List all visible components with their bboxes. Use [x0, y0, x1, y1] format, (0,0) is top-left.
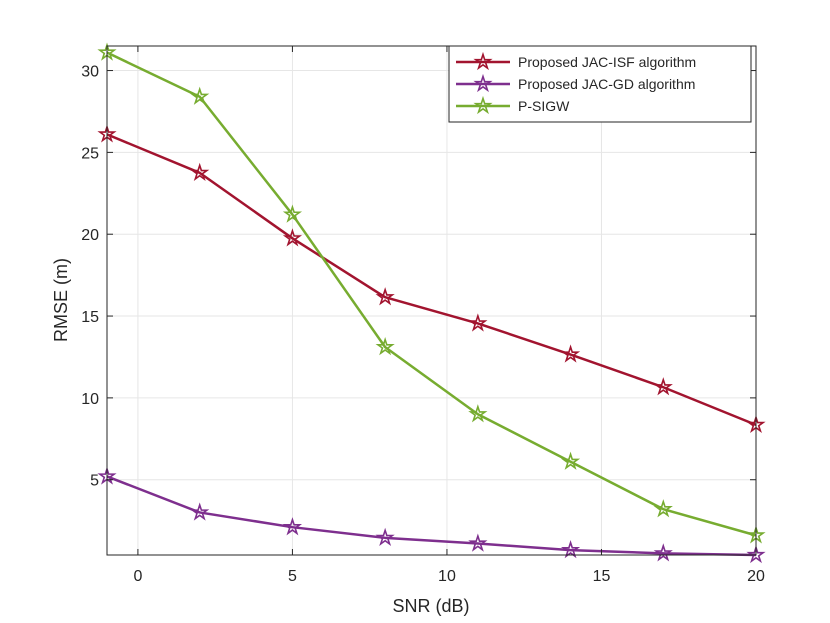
series-1-marker	[190, 162, 210, 182]
series-2-marker	[746, 544, 766, 564]
x-tick-label: 5	[288, 568, 297, 585]
y-axis-title: RMSE (m)	[51, 258, 71, 342]
series-1-marker	[653, 377, 673, 396]
legend-item-1: Proposed JAC-ISF algorithm	[456, 51, 696, 71]
series-3-line	[106, 51, 757, 537]
series-2-line	[106, 475, 757, 557]
series-1-marker	[375, 287, 395, 306]
y-tick-label: 5	[90, 473, 99, 490]
y-tick-label: 20	[81, 227, 99, 244]
series-1-line	[106, 133, 757, 427]
x-tick-label: 10	[438, 568, 456, 585]
y-tick-label: 15	[81, 309, 99, 326]
series-2-marker	[653, 543, 673, 562]
legend-item-3-label: P-SIGW	[518, 98, 570, 114]
series-1-marker	[560, 344, 581, 363]
series-1-marker	[468, 313, 488, 332]
legend-item-1-label: Proposed JAC-ISF algorithm	[518, 54, 696, 70]
series-2-marker	[468, 533, 488, 552]
x-tick-label: 15	[593, 568, 611, 585]
series-2-marker	[560, 540, 581, 559]
legend-item-2-label: Proposed JAC-GD algorithm	[518, 76, 695, 92]
series-3-marker	[375, 337, 395, 356]
series-3-marker	[282, 204, 303, 223]
x-tick-label: 0	[133, 568, 142, 585]
legend-item-2-marker	[473, 73, 493, 93]
series-3-marker	[468, 404, 488, 423]
plot-area-background	[107, 46, 756, 555]
series-3-marker	[653, 499, 673, 518]
axis-ticks: 0 5 10 15 20 5 10 15 20 25 30	[81, 46, 765, 585]
series-3-marker	[190, 86, 210, 105]
legend-item-3: P-SIGW	[456, 95, 570, 115]
series-2-marker	[282, 517, 303, 536]
y-tick-label: 25	[81, 145, 99, 162]
legend-item-3-marker	[473, 95, 493, 115]
series-2-marker	[190, 502, 210, 521]
x-tick-label: 20	[747, 568, 765, 585]
series-2-marker	[375, 527, 395, 546]
x-axis-title: SNR (dB)	[392, 596, 469, 616]
legend: Proposed JAC-ISF algorithm Proposed JAC-G…	[448, 45, 752, 123]
series-3-marker	[560, 451, 581, 470]
series-1	[97, 124, 766, 434]
y-tick-label: 30	[81, 64, 99, 81]
series-1-marker	[282, 228, 303, 247]
legend-item-2: Proposed JAC-GD algorithm	[456, 73, 695, 93]
plot-area-frame	[106, 45, 757, 556]
legend-item-1-marker	[473, 51, 493, 71]
y-tick-label: 10	[81, 391, 99, 408]
series-lines	[97, 42, 766, 564]
